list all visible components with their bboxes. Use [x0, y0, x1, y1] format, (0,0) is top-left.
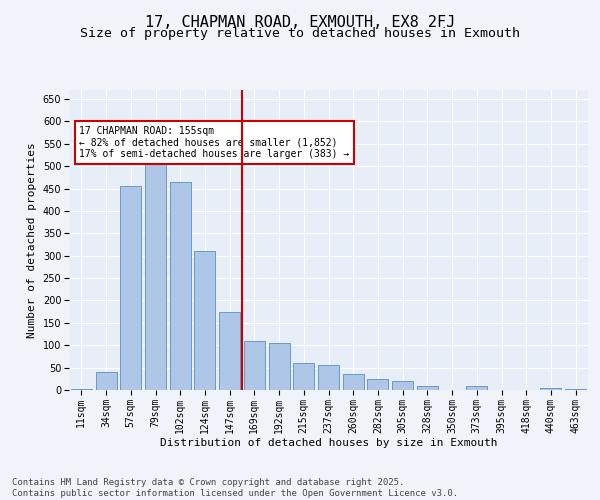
Bar: [95, 372, 116, 390]
Bar: [269, 343, 290, 390]
Bar: [194, 251, 215, 390]
Text: 17 CHAPMAN ROAD: 155sqm
← 82% of detached houses are smaller (1,852)
17% of semi: 17 CHAPMAN ROAD: 155sqm ← 82% of detache…: [79, 126, 350, 159]
Bar: [343, 374, 364, 390]
Bar: [417, 386, 438, 390]
Bar: [293, 363, 314, 390]
Text: Size of property relative to detached houses in Exmouth: Size of property relative to detached ho…: [80, 28, 520, 40]
Bar: [367, 379, 388, 390]
Bar: [565, 389, 586, 390]
Bar: [219, 312, 240, 390]
Y-axis label: Number of detached properties: Number of detached properties: [27, 142, 37, 338]
Bar: [318, 366, 339, 390]
Bar: [170, 182, 191, 390]
X-axis label: Distribution of detached houses by size in Exmouth: Distribution of detached houses by size …: [160, 438, 497, 448]
Bar: [244, 340, 265, 390]
Bar: [541, 388, 562, 390]
Bar: [466, 386, 487, 390]
Bar: [145, 155, 166, 390]
Text: 17, CHAPMAN ROAD, EXMOUTH, EX8 2FJ: 17, CHAPMAN ROAD, EXMOUTH, EX8 2FJ: [145, 15, 455, 30]
Bar: [120, 186, 141, 390]
Text: Contains HM Land Registry data © Crown copyright and database right 2025.
Contai: Contains HM Land Registry data © Crown c…: [12, 478, 458, 498]
Bar: [71, 389, 92, 390]
Bar: [392, 381, 413, 390]
